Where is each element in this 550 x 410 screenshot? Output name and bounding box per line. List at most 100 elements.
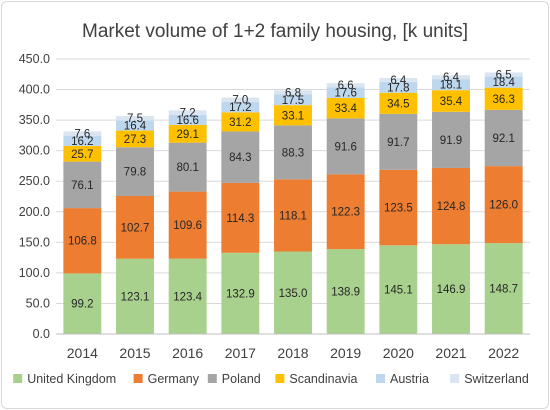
x-tick-label: 2014 <box>67 345 98 361</box>
data-label: 138.9 <box>331 287 360 299</box>
x-tick-label: 2017 <box>225 345 256 361</box>
data-label: 35.4 <box>440 96 463 108</box>
data-label: 123.5 <box>384 203 413 215</box>
data-label: 79.8 <box>124 167 146 179</box>
bar-segment <box>432 167 470 245</box>
data-label: 88.3 <box>282 147 304 159</box>
data-label: 106.8 <box>68 236 97 248</box>
bar-segment <box>274 94 312 106</box>
bar-segment <box>326 97 365 119</box>
data-label: 122.3 <box>331 207 360 219</box>
data-label: 33.4 <box>334 103 357 115</box>
data-label: 6.4 <box>390 75 407 87</box>
bar-segment <box>221 97 260 102</box>
data-label: 114.3 <box>226 213 254 225</box>
bar-segment <box>274 125 312 180</box>
y-tick-label: 250.0 <box>19 174 50 188</box>
data-label: 17.5 <box>282 95 304 107</box>
bar-segment <box>432 79 470 91</box>
legend-swatch <box>133 374 143 383</box>
bar-segment <box>168 114 207 125</box>
bar-segment <box>221 112 260 132</box>
legend-label: Switzerland <box>464 372 529 386</box>
data-label: 126.0 <box>489 200 518 212</box>
data-label: 148.7 <box>489 284 518 296</box>
legend-label: Scandinavia <box>289 372 357 386</box>
bar-segment <box>63 208 102 274</box>
bar-segment <box>63 161 102 209</box>
data-label: 16.2 <box>71 136 93 148</box>
bar-segment <box>221 182 260 253</box>
data-label: 84.3 <box>229 152 251 164</box>
legend-swatch <box>13 374 23 383</box>
bar-segment <box>379 113 418 170</box>
bar-segment <box>326 87 365 98</box>
data-label: 124.8 <box>437 201 466 213</box>
bar-segment <box>326 83 365 88</box>
bar-segment <box>168 110 207 115</box>
y-tick-label: 300.0 <box>19 144 50 158</box>
y-tick-label: 350.0 <box>19 113 50 127</box>
bar-segment <box>116 147 154 197</box>
data-labels: 99.2 106.8 76.1 25.716.27.6 123.1 102.7 79.8 27… <box>68 69 518 310</box>
bar-segment <box>326 118 365 175</box>
bar-segment <box>168 142 207 192</box>
y-tick-label: 450.0 <box>19 52 50 66</box>
x-tick-label: 2018 <box>277 345 308 361</box>
bar-segment <box>221 252 260 334</box>
data-label: 99.2 <box>71 299 93 311</box>
bar-segment <box>168 191 207 259</box>
bar-segment <box>274 90 312 95</box>
data-label: 16.6 <box>176 115 198 127</box>
legend: United Kingdom Germany Poland Scandinavia Au… <box>13 372 529 386</box>
data-label: 7.0 <box>232 95 248 107</box>
x-tick-label: 2022 <box>488 345 519 361</box>
y-tick-label: 50.0 <box>26 296 50 310</box>
data-label: 6.6 <box>338 80 354 92</box>
bar-segment <box>63 136 102 146</box>
bar-segment <box>379 77 418 82</box>
y-tick-label: 100.0 <box>19 266 50 280</box>
data-label: 145.1 <box>384 285 413 297</box>
data-label: 91.7 <box>387 137 409 149</box>
bar-segment <box>484 109 523 167</box>
data-label: 91.6 <box>334 141 356 153</box>
bar-segment <box>484 76 523 88</box>
data-label: 7.5 <box>127 113 143 125</box>
legend-swatch <box>275 374 285 383</box>
bar-segment <box>116 130 154 148</box>
data-label: 33.1 <box>282 110 304 122</box>
bar-segment <box>379 245 418 334</box>
legend-swatch <box>207 374 217 383</box>
data-label: 18.1 <box>440 80 462 92</box>
data-label: 91.9 <box>440 135 462 147</box>
data-label: 17.6 <box>334 88 356 100</box>
data-label: 123.1 <box>121 291 150 303</box>
bar-segment <box>484 166 523 244</box>
data-label: 6.5 <box>496 69 512 81</box>
data-label: 16.4 <box>124 121 147 133</box>
x-tick-label: 2015 <box>119 345 150 361</box>
data-label: 31.2 <box>229 117 251 129</box>
data-label: 135.0 <box>279 288 308 300</box>
bar-segment <box>274 105 312 126</box>
bar-segment <box>221 131 260 183</box>
bar-segment <box>63 131 102 136</box>
legend-label: United Kingdom <box>27 372 116 386</box>
data-label: 123.4 <box>173 291 202 303</box>
bar-segment <box>432 75 470 80</box>
y-tick-label: 200.0 <box>19 205 50 219</box>
bar-segment <box>432 111 470 168</box>
data-label: 92.1 <box>492 133 514 145</box>
data-label: 17.2 <box>229 102 251 114</box>
bar-segment <box>116 120 154 131</box>
legend-label: Poland <box>222 372 261 386</box>
data-label: 18.4 <box>492 77 515 89</box>
data-label: 118.1 <box>279 210 307 222</box>
bar-segment <box>63 145 102 162</box>
data-label: 34.5 <box>387 98 409 110</box>
bar-segment <box>116 115 154 121</box>
data-label: 6.4 <box>443 72 460 84</box>
data-label: 109.6 <box>173 220 202 232</box>
